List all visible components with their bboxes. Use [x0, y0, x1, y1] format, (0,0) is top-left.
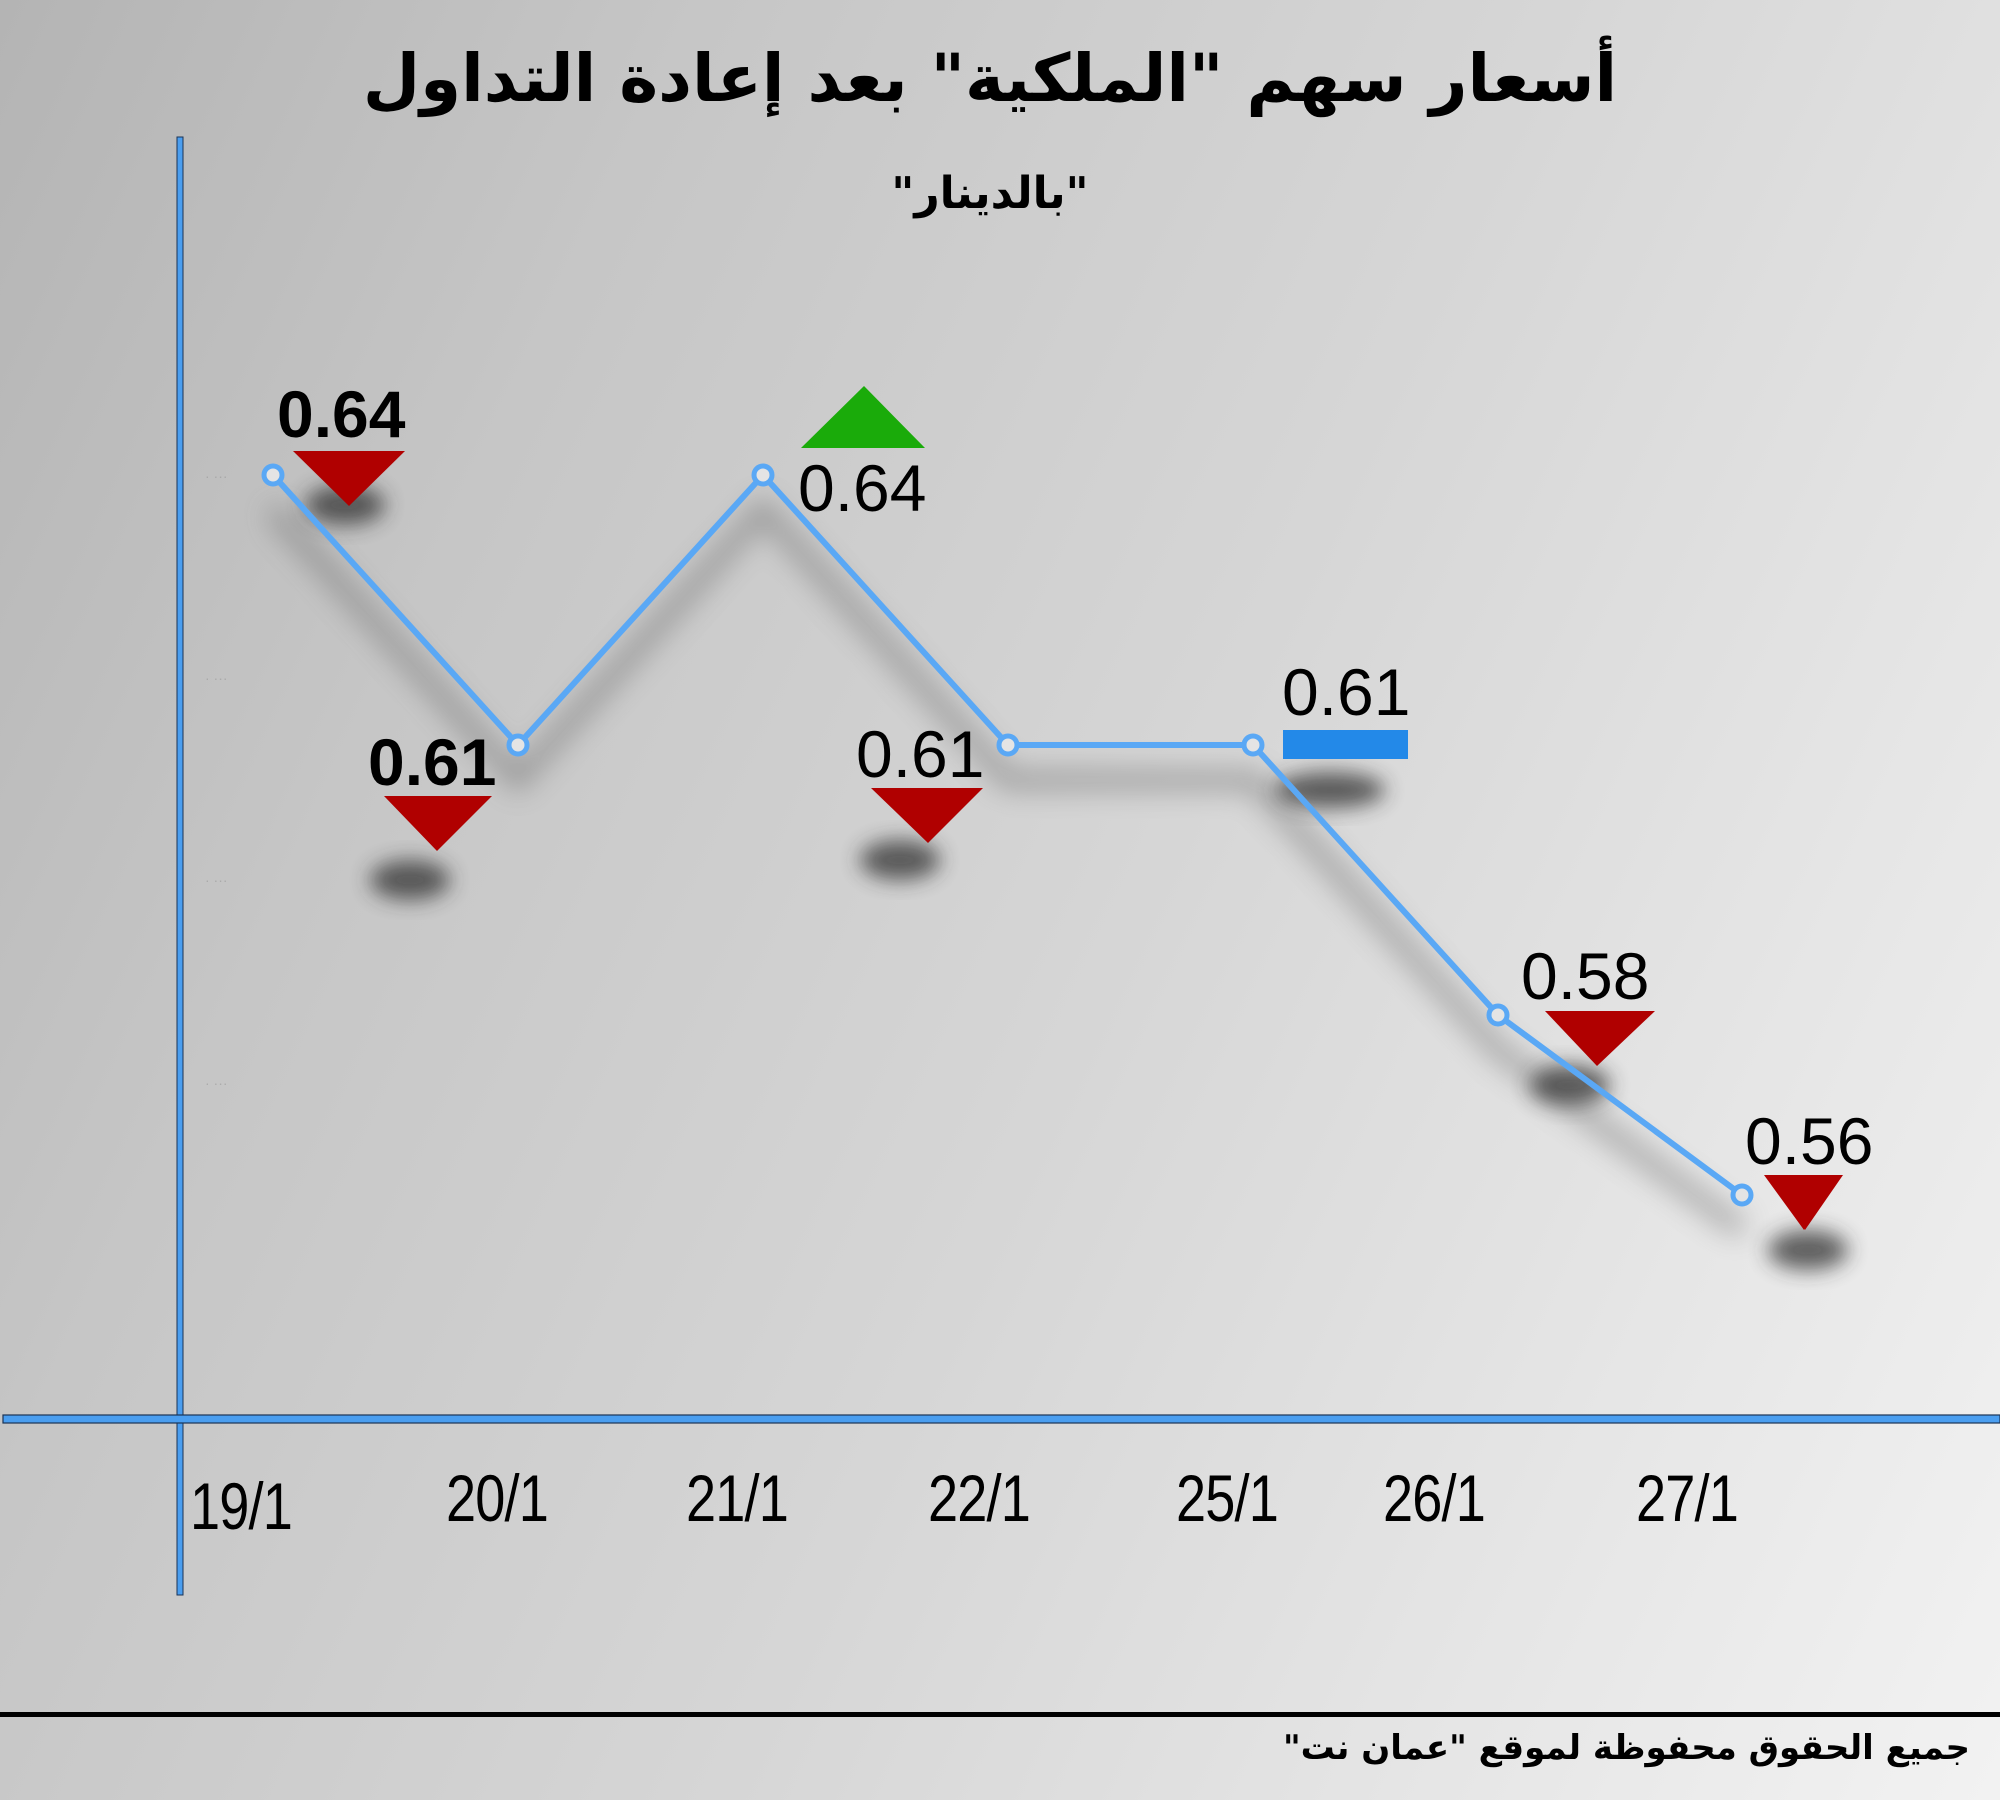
data-point[interactable] [1730, 1183, 1754, 1207]
down-arrow-icon [384, 796, 492, 851]
x-tick-label: 19/1 [190, 1469, 293, 1543]
x-axis [2, 1414, 2000, 1424]
marker-shadows [305, 485, 1848, 1270]
copyright-footer: جميع الحقوق محفوظة لموقع "عمان نت" [1282, 1728, 1970, 1768]
data-point[interactable] [996, 733, 1020, 757]
flat-bar-icon [1283, 730, 1408, 759]
down-arrow-icon [1545, 1011, 1655, 1066]
data-point[interactable] [1486, 1003, 1510, 1027]
value-label: 0.61 [1282, 655, 1411, 729]
down-arrow-icon [293, 451, 405, 506]
value-label: 0.61 [368, 725, 497, 799]
down-arrow-icon [1767, 1175, 1843, 1230]
up-arrow-icon [801, 386, 925, 448]
value-label: 0.56 [1745, 1104, 1874, 1178]
data-points [261, 463, 1754, 1207]
value-label: 0.64 [277, 377, 406, 451]
y-tick-ghost: · ··· [205, 872, 228, 888]
data-point[interactable] [751, 463, 775, 487]
down-arrow-icon [871, 788, 983, 843]
chart-subtitle: "بالدينار" [891, 168, 1089, 219]
value-label: 0.61 [856, 717, 985, 791]
y-tick-ghost: · ··· [205, 468, 228, 484]
footer-divider [0, 1712, 2000, 1717]
x-tick-label: 25/1 [1176, 1461, 1279, 1535]
x-tick-label: 26/1 [1383, 1461, 1486, 1535]
line-shadow [266, 496, 1748, 1238]
price-line [270, 472, 1744, 1198]
value-label: 0.64 [798, 451, 927, 525]
x-tick-label: 20/1 [446, 1461, 549, 1535]
x-tick-label: 22/1 [928, 1461, 1031, 1535]
x-tick-label: 21/1 [686, 1461, 789, 1535]
y-axis [176, 136, 184, 1596]
x-tick-label: 27/1 [1636, 1461, 1739, 1535]
data-point[interactable] [1241, 733, 1265, 757]
data-point[interactable] [261, 463, 285, 487]
chart-title: أسعار سهم "الملكية" بعد إعادة التداول [362, 40, 1618, 117]
y-tick-ghost: · ··· [205, 1075, 228, 1091]
value-label: 0.58 [1521, 939, 1650, 1013]
data-point[interactable] [506, 733, 530, 757]
y-tick-ghost: · ··· [205, 670, 228, 686]
